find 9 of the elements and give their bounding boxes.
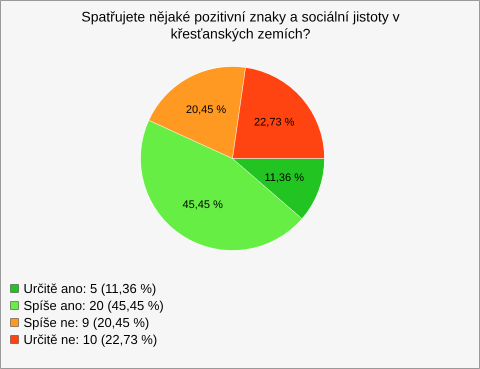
legend-label: Určitě ne: 10 (22,73 %)	[24, 332, 158, 347]
data-label: 22,73 %	[254, 116, 295, 128]
data-label: 11,36 %	[264, 172, 304, 184]
data-label: 45,45 %	[182, 198, 224, 211]
legend-label: Určitě ano: 5 (11,36 %)	[24, 281, 156, 296]
legend-label: Spíše ano: 20 (45,45 %)	[24, 298, 164, 313]
legend-label: Spíše ne: 9 (20,45 %)	[24, 315, 150, 330]
chart-title: Spatřujete nějaké pozitivní znaky a sociální jistoty v křesťanských zemích?	[81, 8, 400, 42]
data-label: 20,45 %	[186, 104, 226, 116]
